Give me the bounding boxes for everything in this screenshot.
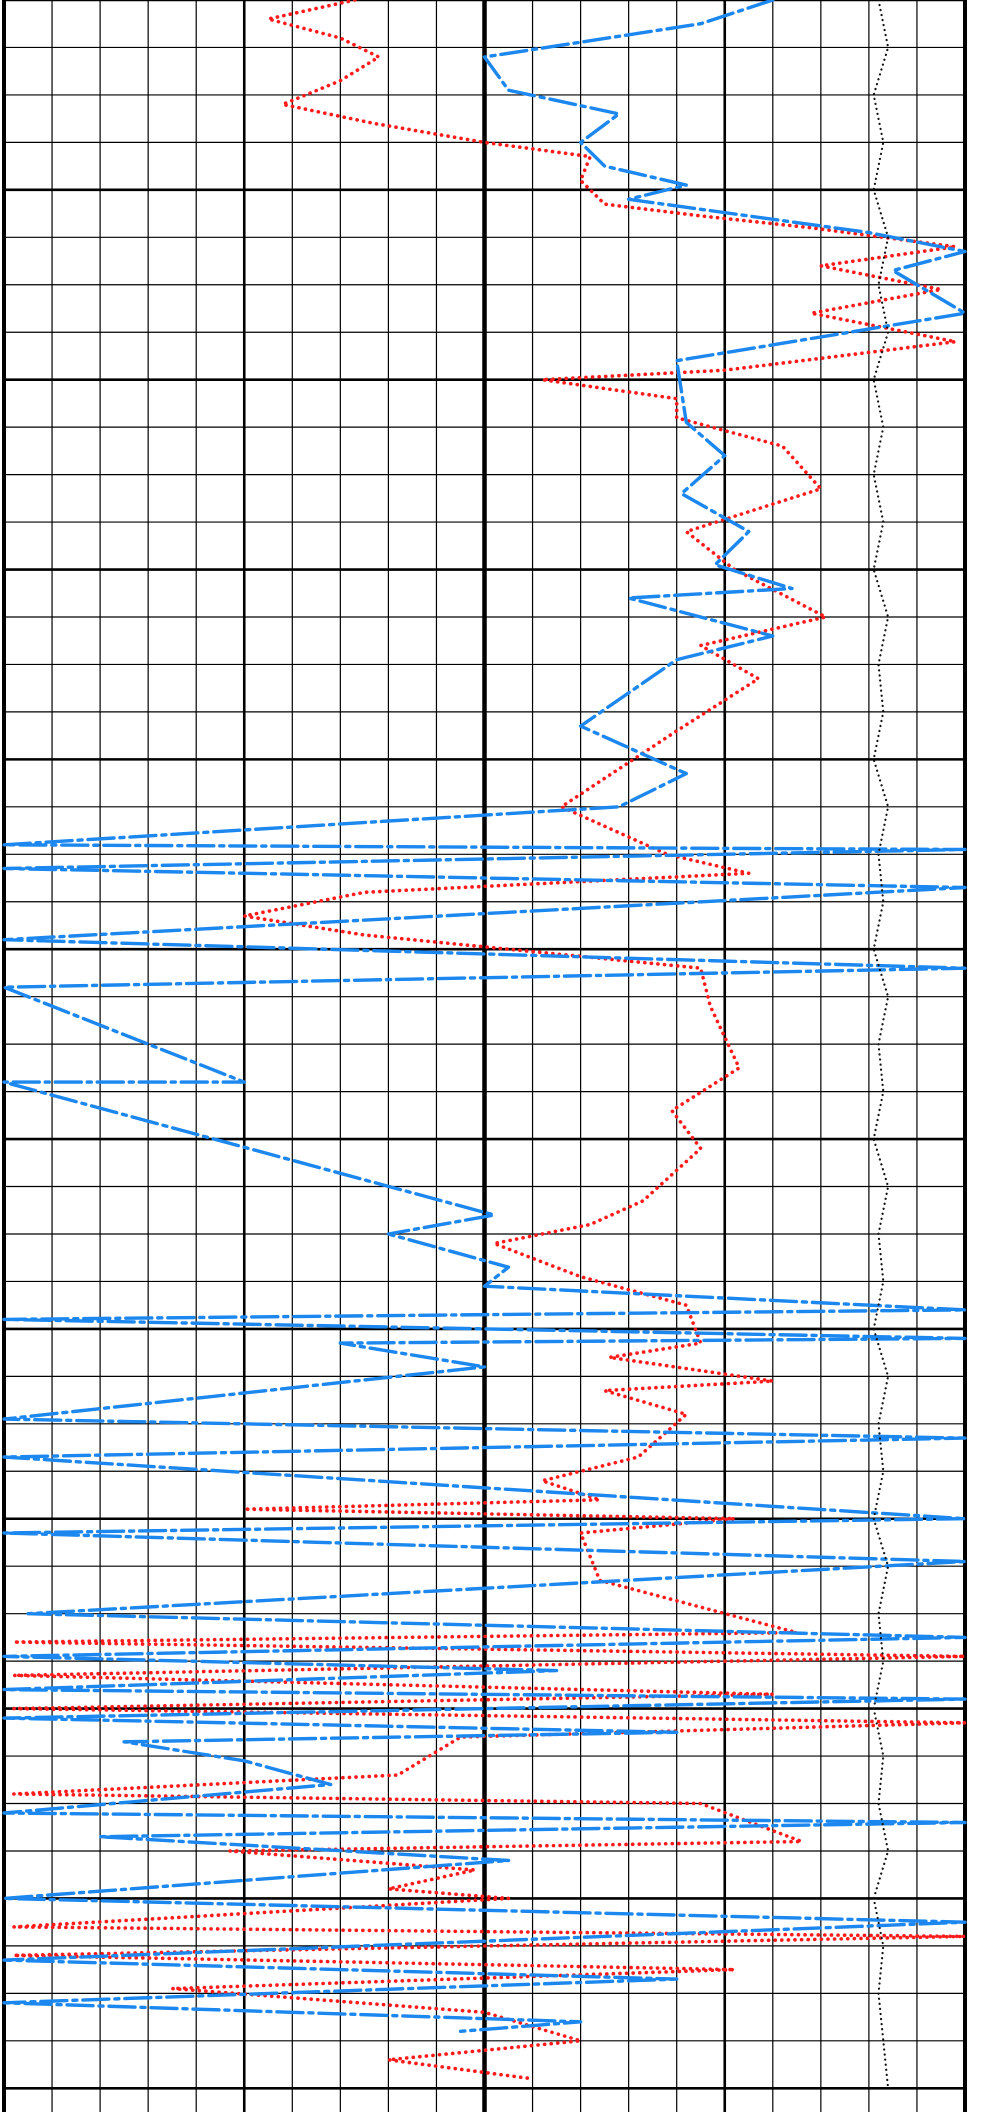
chart-curves (2, 0, 967, 2090)
chart-grid (2, 0, 967, 2112)
black-curve (872, 0, 890, 2090)
red-curve (11, 0, 967, 2081)
blue-curve (2, 0, 967, 2033)
